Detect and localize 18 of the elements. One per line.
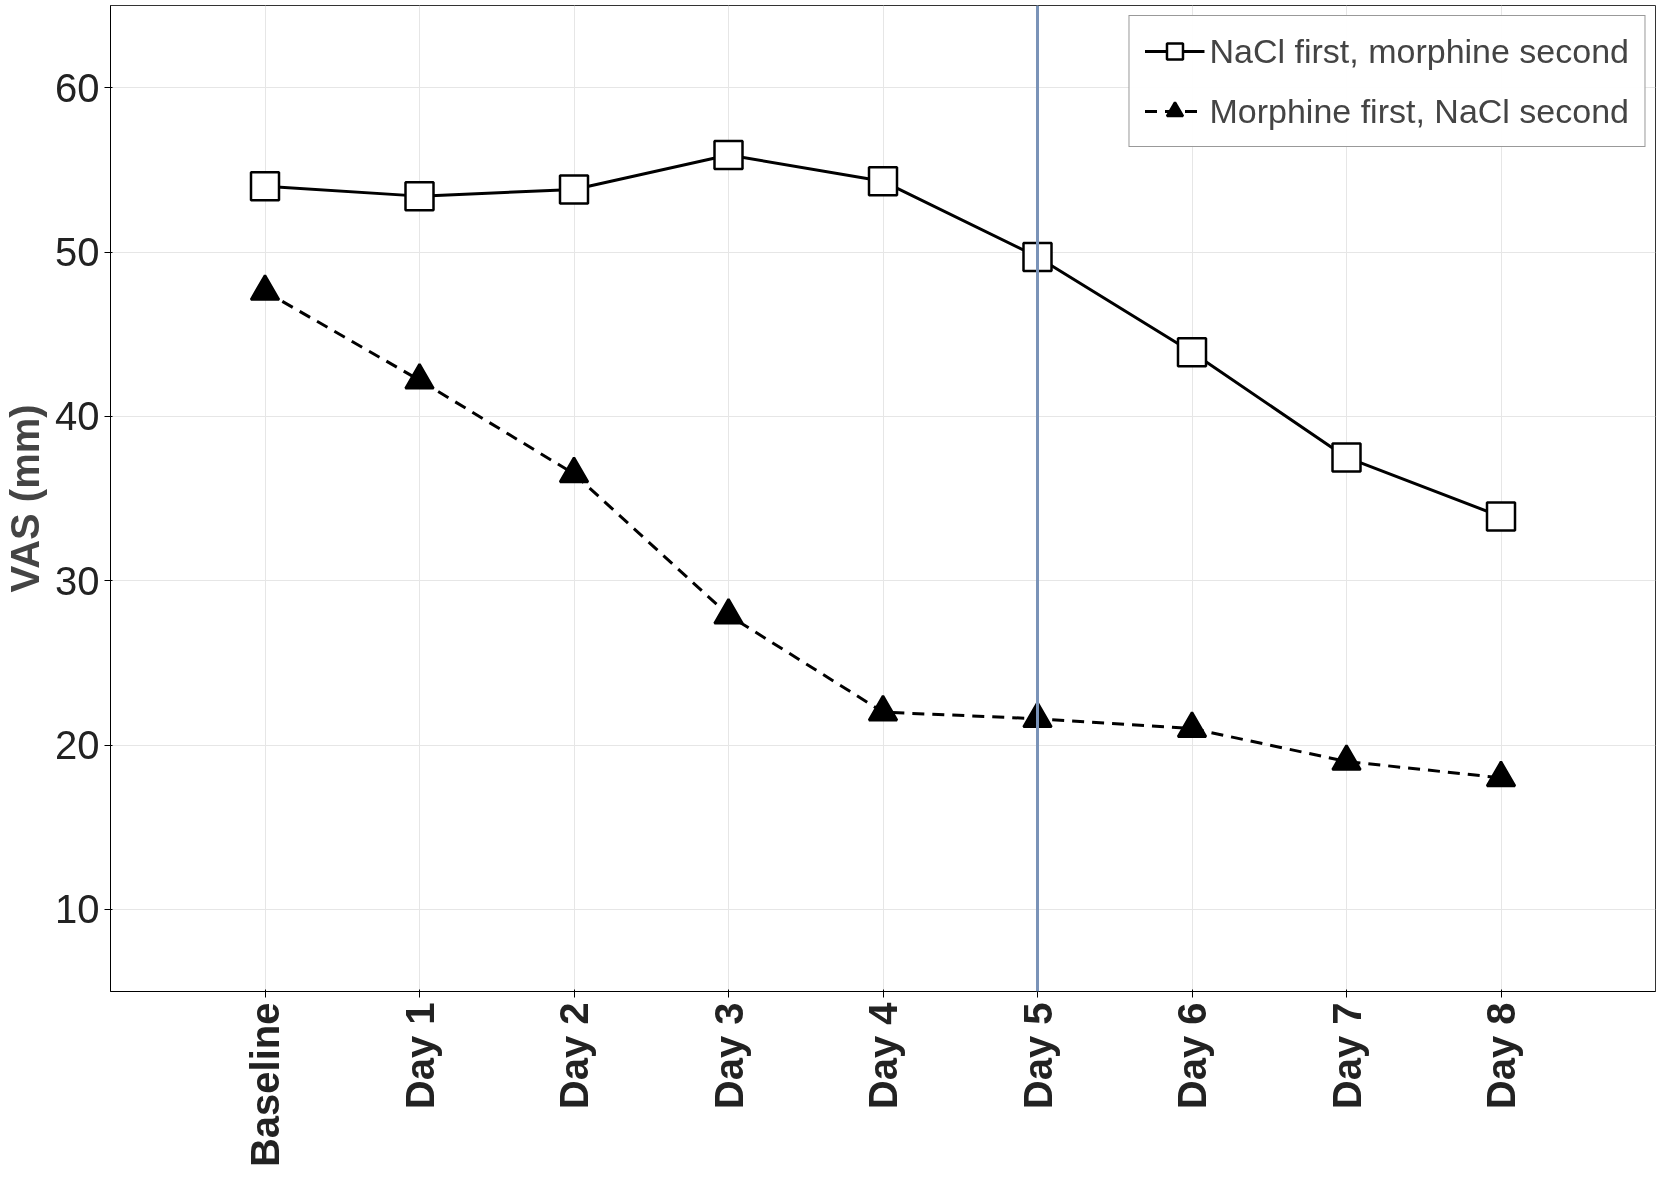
y-axis-title: VAS (mm) xyxy=(3,404,48,593)
legend-label: Morphine first, NaCl second xyxy=(1209,91,1629,131)
y-tick-label: 50 xyxy=(55,230,100,274)
x-tick-label: Day 7 xyxy=(1324,1002,1369,1110)
y-tick-label: 20 xyxy=(55,723,100,767)
x-tick-label: Day 3 xyxy=(706,1002,751,1110)
y-tick-label: 30 xyxy=(55,558,100,603)
y-tick-label: 40 xyxy=(55,394,100,439)
x-tick-label: Day 5 xyxy=(1015,1002,1060,1110)
legend-label: NaCl first, morphine second xyxy=(1209,31,1629,71)
x-tick-label: Day 1 xyxy=(397,1002,442,1110)
x-tick-label: Day 8 xyxy=(1479,1002,1523,1110)
x-tick-label: Day 4 xyxy=(861,1001,905,1110)
y-tick-label: 10 xyxy=(55,887,100,932)
x-tick-label: Baseline xyxy=(243,1002,287,1168)
x-tick-label: Day 2 xyxy=(552,1002,596,1110)
x-tick-label: Day 6 xyxy=(1170,1002,1214,1110)
y-tick-label: 60 xyxy=(55,65,100,110)
